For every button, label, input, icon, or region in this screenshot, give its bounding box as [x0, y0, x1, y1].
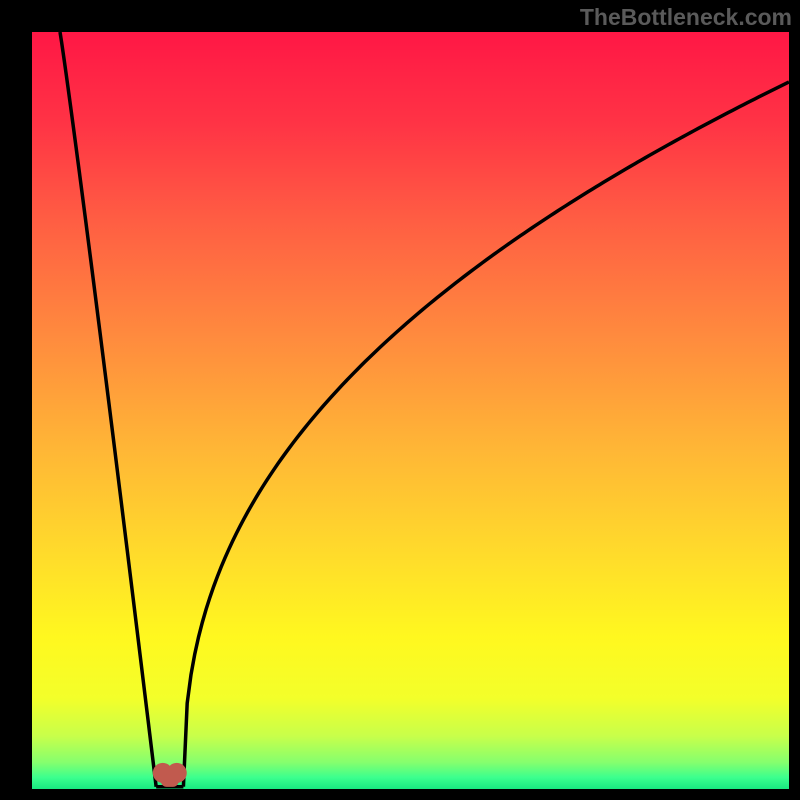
plot-area	[32, 32, 789, 789]
curve-right-branch	[183, 82, 789, 787]
curve-left-branch	[60, 32, 156, 787]
chart-container: { "attribution": { "text": "TheBottlenec…	[0, 0, 800, 800]
curve-overlay	[32, 32, 789, 789]
marker-u-icon	[153, 763, 187, 787]
attribution-text: TheBottleneck.com	[580, 4, 792, 31]
